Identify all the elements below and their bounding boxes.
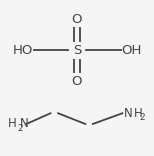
Text: 2: 2 [17,124,23,133]
Text: OH: OH [121,44,142,57]
Text: H: H [8,117,16,130]
Text: N: N [19,117,28,130]
Text: O: O [72,75,82,88]
Text: 2: 2 [139,113,145,122]
Text: S: S [73,44,81,57]
Text: H: H [134,107,143,120]
Text: HO: HO [12,44,33,57]
Text: N: N [124,107,133,120]
Text: O: O [72,13,82,26]
